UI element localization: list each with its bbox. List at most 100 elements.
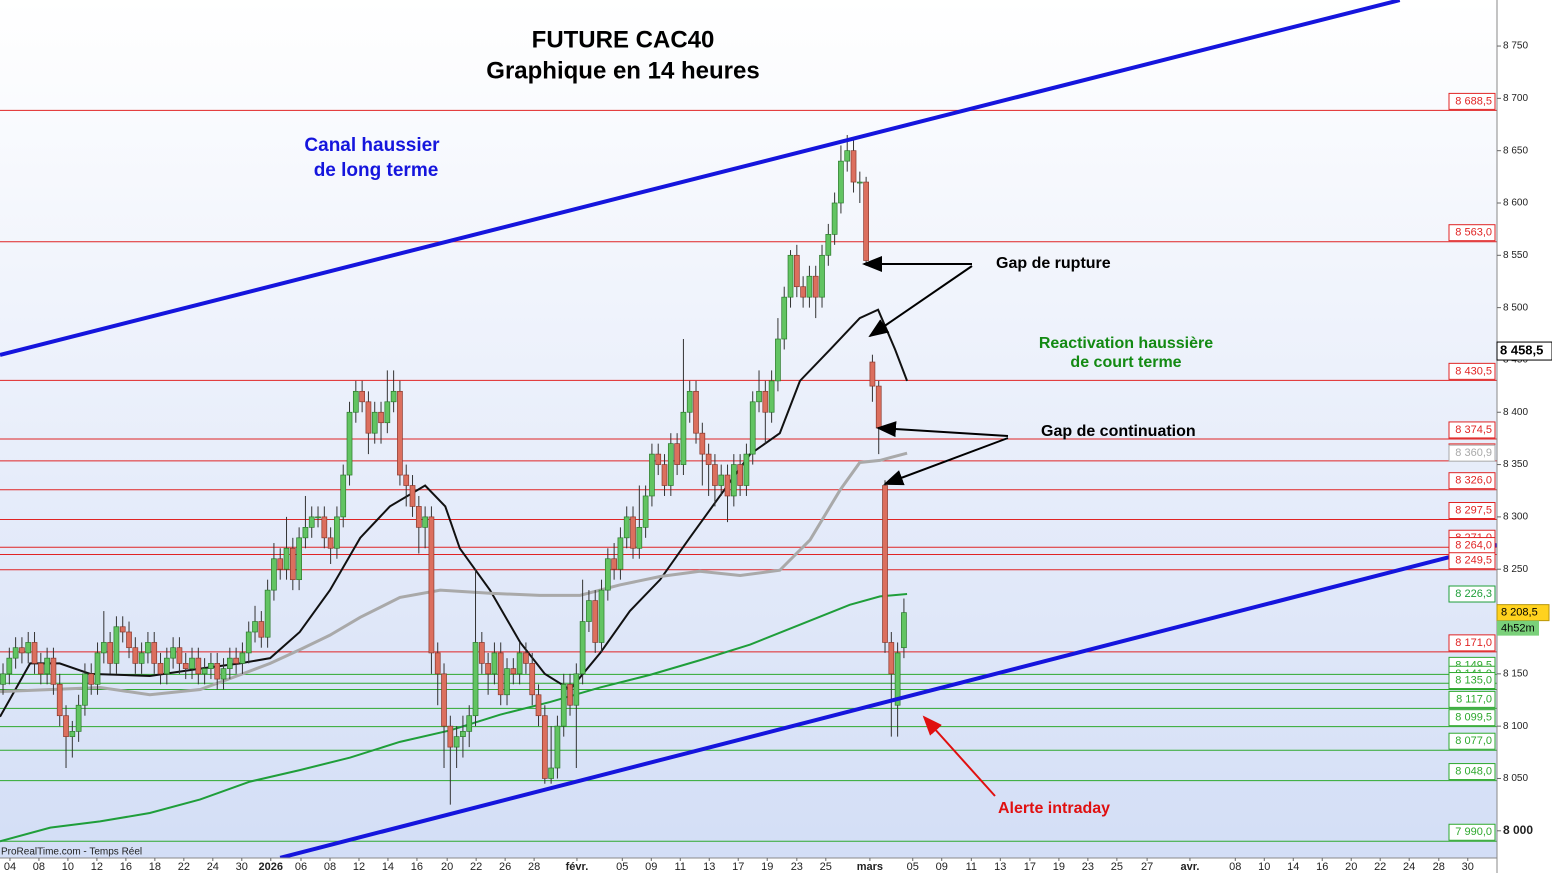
x-tick-label: 30	[1462, 861, 1474, 873]
level-label: 8 563,0	[1455, 227, 1492, 239]
candle-body	[378, 411, 384, 424]
x-tick-label: avr.	[1180, 861, 1199, 873]
arrow	[883, 437, 1009, 486]
level-label-box	[1448, 362, 1496, 380]
chart-title: FUTURE CAC40	[532, 26, 715, 53]
x-tick-label: 04	[4, 861, 16, 873]
level-label-box	[1448, 224, 1496, 242]
candle-body	[649, 453, 655, 497]
level-label: 8 326,0	[1455, 475, 1492, 487]
candle-body	[825, 234, 832, 256]
moving-average	[0, 451, 908, 697]
cursor-price-label: 8 458,5	[1500, 342, 1543, 357]
x-tick-label: 19	[1053, 861, 1065, 873]
candle-body	[541, 715, 548, 779]
countdown-label: 4h52m	[1501, 623, 1535, 635]
x-tick-label: 28	[528, 861, 540, 873]
level-label-box	[1448, 763, 1496, 781]
candle-body	[875, 385, 882, 429]
candle-body	[674, 443, 680, 465]
moving-average	[0, 308, 909, 718]
level-label-box	[1448, 823, 1496, 841]
x-tick-label: 13	[994, 861, 1006, 873]
x-tick-label: 12	[353, 861, 365, 873]
candle-body	[598, 589, 605, 643]
price-axis-bg	[1497, 0, 1552, 873]
x-tick-label: 14	[382, 861, 394, 873]
level-label-box	[1448, 472, 1496, 490]
candle-body	[107, 642, 113, 664]
x-tick-label: 09	[645, 861, 657, 873]
x-tick-label: 23	[791, 861, 803, 873]
candle-body	[806, 275, 813, 298]
candle-body	[252, 621, 258, 633]
candle-body	[340, 474, 347, 518]
candle-body	[170, 647, 176, 659]
candle-body	[535, 694, 542, 717]
candle-body	[567, 683, 573, 706]
candle-body	[775, 338, 781, 382]
x-tick-label: 24	[207, 861, 219, 873]
candle-body	[894, 652, 901, 706]
candle-body	[630, 516, 636, 549]
candle-body	[655, 453, 662, 465]
candle-body	[113, 626, 120, 664]
level-label-box	[1448, 732, 1496, 750]
candle-body	[819, 254, 825, 298]
candle-body	[756, 390, 762, 403]
level-label-box	[1448, 690, 1496, 708]
candle-body	[302, 527, 309, 539]
y-tick-label: 8 250	[1503, 564, 1528, 575]
x-tick-label: 16	[120, 861, 132, 873]
candle-body	[466, 715, 473, 732]
candle-body	[592, 600, 599, 643]
trendlines	[0, 0, 1498, 860]
candle-body	[415, 506, 422, 528]
x-tick-label: 30	[236, 861, 248, 873]
level-label-box	[1448, 92, 1496, 110]
y-tick-label: 8 150	[1503, 668, 1528, 679]
candle-body	[604, 558, 611, 591]
y-tick-label: 8 000	[1503, 823, 1533, 837]
candle-body	[642, 495, 649, 528]
indicator-label: 8 226,3	[1455, 588, 1492, 600]
candle-body	[31, 642, 38, 664]
x-tick-label: févr.	[566, 861, 589, 873]
indicator-label-box	[1448, 444, 1496, 462]
candle-body	[132, 647, 139, 664]
x-tick-label: 17	[732, 861, 744, 873]
level-labels: 8 688,58 563,08 430,58 374,58 353,58 326…	[1448, 92, 1552, 841]
y-tick-label: 8 300	[1503, 512, 1528, 523]
candle-body	[762, 390, 769, 413]
x-tick-label: 14	[1287, 861, 1299, 873]
candle-body	[233, 657, 239, 664]
level-label-box	[1448, 552, 1496, 570]
candle-body	[220, 668, 227, 680]
x-tick-label: 08	[1229, 861, 1241, 873]
candle-body	[667, 443, 674, 486]
level-label: 8 249,5	[1455, 555, 1492, 567]
x-tick-label: 11	[675, 861, 686, 873]
cursor-price-box	[1496, 341, 1552, 361]
arrow	[922, 715, 996, 797]
y-tick-label: 8 550	[1503, 250, 1528, 261]
candle-body	[712, 464, 718, 486]
candle-body	[869, 361, 876, 387]
footer: ProRealTime.com - Temps Réel	[1, 847, 142, 858]
candle-body	[50, 657, 57, 685]
candle-body	[863, 181, 869, 261]
candle-body	[781, 296, 788, 340]
candle-body	[504, 668, 510, 696]
level-label: 8 171,0	[1455, 637, 1492, 649]
candle-body	[390, 390, 397, 403]
x-tick-label: 16	[411, 861, 423, 873]
x-tick-label: 10	[62, 861, 74, 873]
level-label: 8 135,0	[1455, 674, 1492, 686]
x-tick-label: 28	[1433, 861, 1445, 873]
candle-body	[548, 767, 554, 779]
indicator-label-box	[1448, 585, 1496, 603]
candle-body	[163, 657, 170, 675]
annotation: de court terme	[1070, 354, 1181, 371]
candle-body	[529, 663, 536, 696]
